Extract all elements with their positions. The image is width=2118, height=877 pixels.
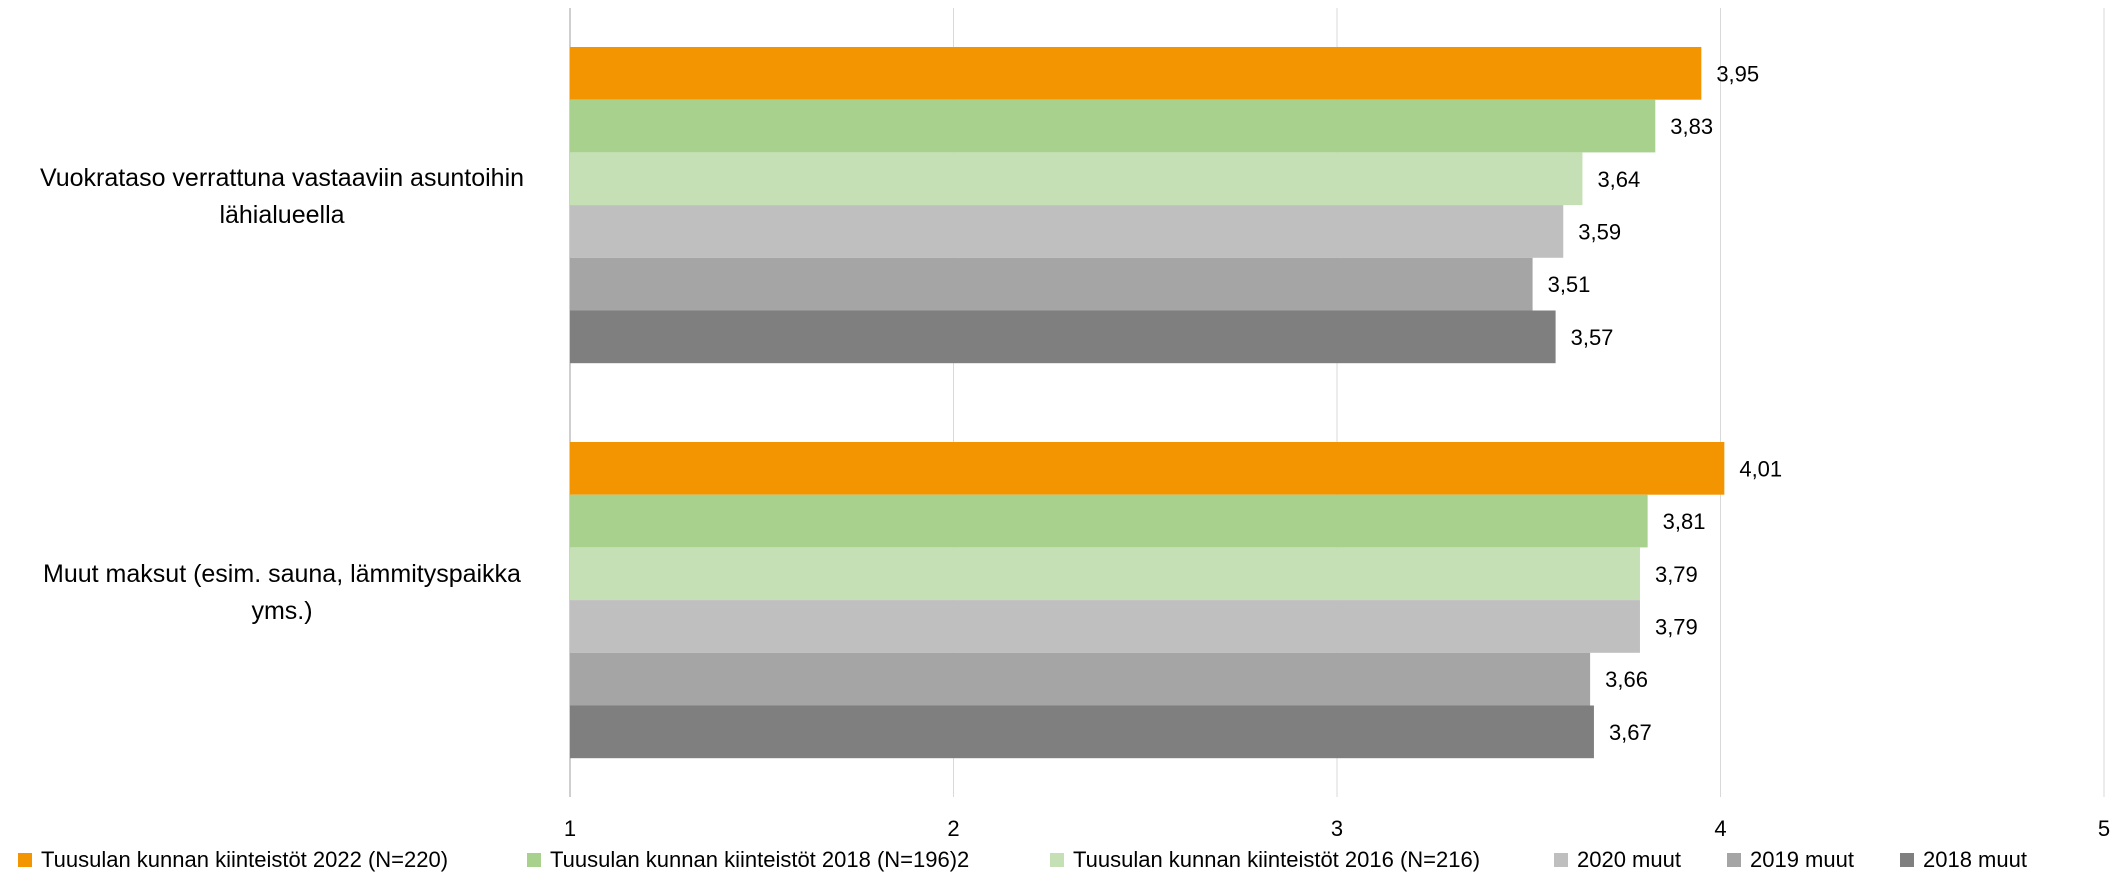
category-label: lähialueella [219,201,344,229]
legend-label: Tuusulan kunnan kiinteistöt 2022 (N=220) [41,847,448,872]
data-label: 3,79 [1655,562,1698,587]
bar [570,652,1591,706]
x-tick-label: 3 [1331,816,1343,841]
x-tick-label: 5 [2098,816,2110,841]
data-label: 3,79 [1655,614,1698,639]
data-label: 3,57 [1571,325,1614,350]
category-label: Vuokrataso verrattuna vastaaviin asuntoi… [40,164,524,192]
bar [570,310,1556,364]
x-tick-label: 2 [947,816,959,841]
data-label: 4,01 [1739,456,1782,481]
data-label: 3,66 [1605,667,1648,692]
bar [570,442,1725,495]
bar [570,47,1702,100]
data-label: 3,59 [1578,219,1621,244]
legend-label: 2018 muut [1923,847,2027,872]
bar [570,257,1533,311]
bar [570,99,1656,153]
data-label: 3,64 [1597,167,1640,192]
bar [570,705,1594,759]
legend-label: 2019 muut [1750,847,1854,872]
legend-swatch [1900,853,1914,867]
data-labels: 3,95 3,83 3,64 3,59 3,51 3,57 4,01 3,81 3,79 3,79… [1548,61,1783,745]
bar [570,600,1640,653]
data-label: 3,95 [1716,61,1759,86]
legend-label: Tuusulan kunnan kiinteistöt 2018 (N=196)… [550,847,969,872]
legend-swatch [1727,853,1741,867]
legend: Tuusulan kunnan kiinteistöt 2022 (N=220)… [18,847,2027,872]
data-label: 3,51 [1548,272,1591,297]
legend-swatch [1050,853,1064,867]
x-axis: 1 2 3 4 5 [564,816,2110,841]
bar [570,547,1640,601]
legend-label: Tuusulan kunnan kiinteistöt 2016 (N=216) [1073,847,1480,872]
data-label: 3,67 [1609,720,1652,745]
x-tick-label: 4 [1714,816,1726,841]
bar [570,152,1583,206]
category-labels: Vuokrataso verrattuna vastaaviin asuntoi… [40,164,524,625]
bars [570,47,1725,759]
legend-swatch [1554,853,1568,867]
data-label: 3,83 [1670,114,1713,139]
data-label: 3,81 [1663,509,1706,534]
bar [570,205,1564,258]
bar [570,494,1648,548]
legend-swatch [18,853,32,867]
legend-swatch [527,853,541,867]
category-label: Muut maksut (esim. sauna, lämmityspaikka [43,560,521,588]
category-label: yms.) [251,597,312,625]
x-tick-label: 1 [564,816,576,841]
legend-label: 2020 muut [1577,847,1681,872]
